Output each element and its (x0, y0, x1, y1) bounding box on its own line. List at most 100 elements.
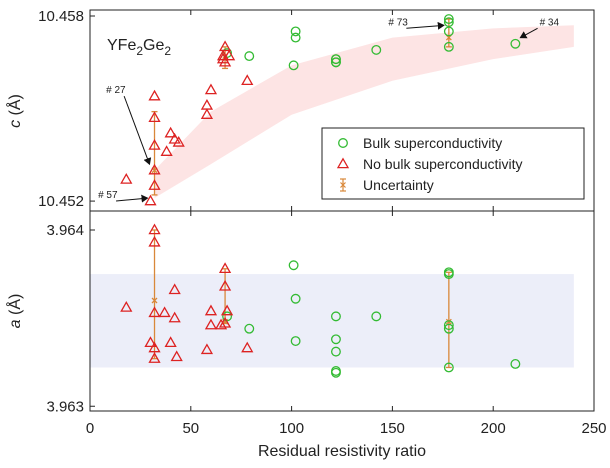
x-tick-label: 50 (182, 420, 199, 437)
a-axis-title-var: a (7, 319, 24, 328)
a-no-bulk-sc-point-8 (164, 336, 177, 348)
material-base: YFe (107, 37, 136, 54)
x-tick-label: 150 (380, 420, 405, 437)
c-no-bulk-sc-point-7 (160, 145, 173, 156)
annotation-label-3: # 34 (540, 17, 560, 28)
c-no-bulk-sc-point-8 (164, 126, 177, 138)
a-no-bulk-sc-point-14 (204, 304, 218, 316)
annotation-arrow-3 (519, 27, 538, 39)
legend-box (321, 127, 585, 200)
a-no-bulk-sc-point-5 (148, 341, 161, 353)
annotation-label-1: # 57 (98, 190, 118, 201)
c-bulk-sc-point-2 (288, 60, 299, 71)
c-no-bulk-sc-point-12 (200, 108, 214, 119)
a-no-bulk-sc-point-20 (241, 341, 254, 353)
c-no-bulk-sc-point-1 (144, 194, 157, 206)
a-no-bulk-sc-point-12 (200, 343, 214, 355)
c-no-bulk-sc-point-11 (200, 98, 214, 110)
legend-marker-circle (338, 138, 348, 148)
c-y-tick-label: 10.458 (38, 8, 84, 25)
a-bulk-sc-point-6 (331, 334, 341, 345)
a-uncertainty-mark-0 (151, 297, 158, 304)
legend-marker-triangle (336, 157, 350, 169)
material-mid: Ge (143, 37, 164, 54)
c-bulk-sc-point-8 (331, 57, 341, 68)
a-no-bulk-sc-point-1 (144, 336, 157, 348)
a-y-tick-label: 3.964 (46, 222, 84, 239)
c-no-bulk-sc-point-3 (148, 163, 161, 175)
a-y-tick-label: 3.963 (46, 398, 84, 415)
c-bulk-sc-point-4 (290, 32, 301, 43)
a-no-bulk-sc-point-11 (170, 350, 183, 362)
c-no-bulk-sc-point-19 (241, 74, 254, 86)
material-label: YFe2Ge2 (107, 37, 171, 58)
a-no-bulk-sc-point-4 (148, 306, 161, 318)
a-bulk-sc-point-15 (443, 362, 454, 373)
annotation-label-0: # 27 (106, 85, 126, 96)
c-no-bulk-sc-point-6 (148, 89, 161, 101)
c-bulk-sc-point-13 (443, 41, 454, 52)
a-no-bulk-sc-point-2 (148, 223, 161, 235)
a-axis-title: a (Å) (5, 294, 24, 329)
c-no-bulk-sc-point-17 (218, 55, 232, 67)
a-bulk-sc-point-14 (443, 323, 454, 334)
c-no-bulk-sc-point-9 (168, 132, 181, 144)
c-trend-band (154, 25, 574, 198)
legend-marker-cross (340, 182, 346, 188)
a-uncertainty-mark-2 (445, 318, 452, 325)
material-sub2: 2 (164, 44, 171, 58)
a-bulk-sc-point-13 (443, 320, 454, 331)
c-bulk-sc-point-12 (443, 26, 454, 37)
x-tick-label: 0 (86, 420, 94, 437)
a-no-bulk-sc-point-0 (120, 301, 133, 312)
a-no-bulk-sc-point-9 (168, 283, 181, 295)
a-bulk-sc-point-1 (244, 323, 255, 334)
annotation-label-2: # 73 (388, 17, 408, 28)
a-no-bulk-sc-point-17 (218, 279, 232, 291)
c-bulk-sc-point-10 (443, 14, 454, 25)
c-axis-title: c (Å) (5, 94, 24, 128)
a-no-bulk-sc-point-18 (218, 316, 232, 328)
a-bulk-sc-point-3 (290, 293, 301, 304)
bottom-axes-frame (89, 210, 595, 412)
annotation-arrow-2 (406, 21, 445, 30)
annotation-arrow-1 (116, 194, 149, 203)
c-no-bulk-sc-point-13 (204, 83, 218, 95)
a-no-bulk-sc-point-7 (158, 306, 171, 318)
c-bulk-sc-point-14 (510, 38, 521, 49)
legend-label-0: Bulk superconductivity (363, 135, 502, 151)
a-no-bulk-sc-point-13 (204, 318, 218, 330)
a-no-bulk-sc-point-15 (214, 318, 228, 330)
a-no-bulk-sc-point-19 (220, 304, 234, 316)
x-tick-label: 250 (581, 420, 606, 437)
c-bulk-sc-point-1 (244, 51, 255, 62)
a-bulk-sc-point-10 (371, 311, 382, 322)
a-axis-title-unit: (Å) (5, 294, 24, 320)
a-bulk-sc-point-7 (331, 346, 341, 357)
annotation-arrow-0 (123, 95, 152, 166)
legend-label-1: No bulk superconductivity (363, 156, 523, 172)
c-axis-title-var: c (7, 120, 24, 128)
a-bulk-sc-point-2 (288, 260, 299, 271)
a-no-bulk-sc-point-16 (218, 262, 232, 274)
c-no-bulk-sc-point-16 (218, 40, 232, 52)
c-no-bulk-sc-point-5 (148, 111, 161, 123)
a-bulk-sc-point-4 (290, 336, 301, 346)
x-tick-label: 100 (279, 420, 304, 437)
a-no-bulk-sc-point-10 (168, 311, 181, 323)
a-bulk-sc-point-16 (510, 359, 521, 369)
c-no-bulk-sc-point-2 (148, 179, 161, 190)
x-axis-title: Residual resistivity ratio (258, 443, 426, 460)
material-sub1: 2 (136, 44, 143, 58)
c-no-bulk-sc-point-4 (148, 139, 161, 150)
c-axis-title-unit: (Å) (5, 94, 24, 120)
a-no-bulk-sc-point-6 (148, 352, 161, 363)
c-y-tick-label: 10.452 (38, 193, 84, 210)
c-no-bulk-sc-point-0 (120, 172, 133, 184)
c-no-bulk-sc-point-10 (172, 135, 185, 147)
c-bulk-sc-point-3 (290, 26, 301, 37)
legend-label-2: Uncertainty (363, 177, 434, 193)
x-tick-label: 200 (481, 420, 506, 437)
